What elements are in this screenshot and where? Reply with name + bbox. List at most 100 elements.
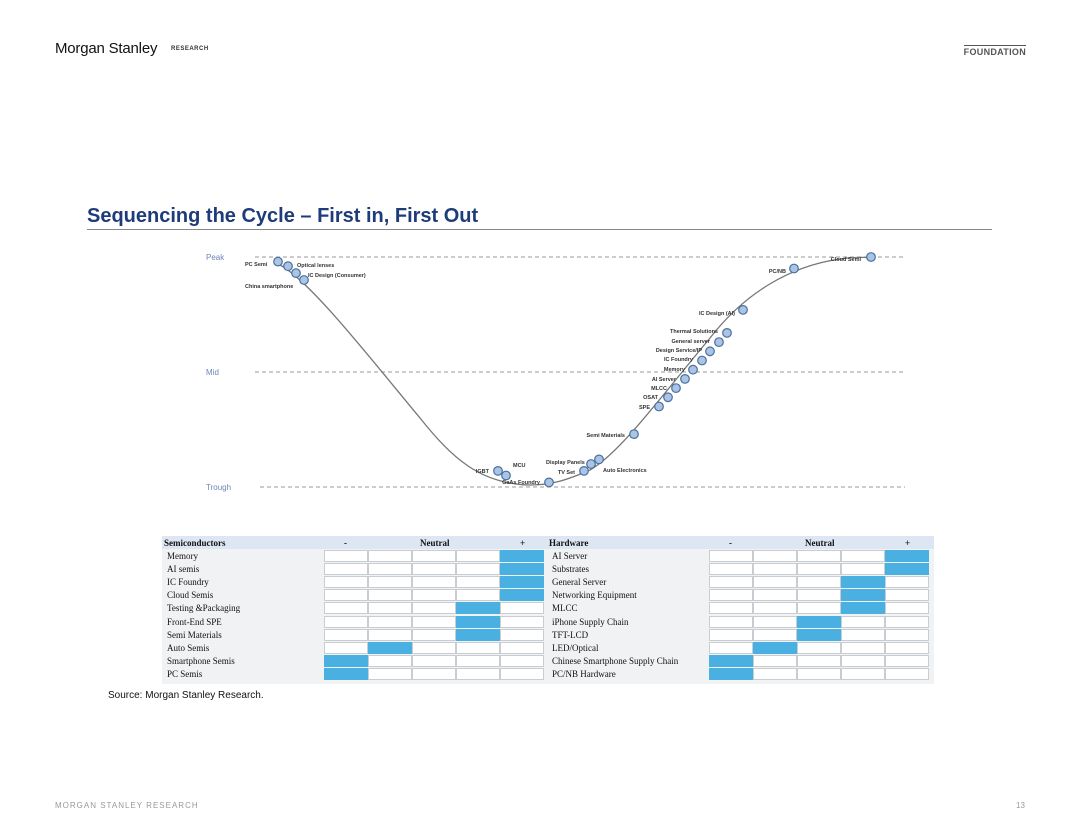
semiconductors-row-label: Cloud Semis (167, 590, 214, 601)
semiconductors-cell (324, 654, 368, 667)
point-label-pc-semi: PC Semi (245, 262, 268, 268)
semiconductors-cell (500, 550, 544, 562)
semiconductors-row-label: AI semis (167, 564, 200, 575)
semiconductors-row-label: PC Semis (167, 668, 203, 679)
point-label-display-panels: Display Panels (546, 460, 585, 466)
hardware-neutral-label: Neutral (805, 538, 835, 548)
semiconductors-cell (500, 654, 544, 667)
semiconductors-cell (412, 615, 456, 628)
semiconductors-cell (456, 641, 500, 654)
point-thermal-solutions (722, 327, 732, 338)
hardware-cell (797, 667, 841, 680)
hardware-row-label: Networking Equipment (552, 590, 637, 601)
hardware-row-label: iPhone Supply Chain (552, 616, 629, 627)
hardware-cell (885, 589, 929, 602)
semiconductors-cell (324, 550, 368, 562)
semiconductors-row-label: Smartphone Semis (167, 655, 235, 666)
point-auto-electronics (594, 454, 604, 465)
research-tag: RESEARCH (171, 46, 209, 52)
hardware-cell (753, 654, 797, 667)
point-label-osat: OSAT (643, 395, 659, 401)
hardware-cell (753, 628, 797, 641)
point-tv-set (579, 465, 589, 476)
level-label-peak: Peak (206, 253, 225, 262)
semiconductors-cell (368, 628, 412, 641)
hardware-row-label: Substrates (552, 564, 589, 575)
point-ic-design-consumer (291, 268, 301, 278)
hardware-cell (709, 550, 753, 562)
semiconductors-row-label: Auto Semis (167, 642, 210, 653)
hardware-cell (797, 563, 841, 576)
hardware-cell (885, 654, 929, 667)
point-label-ai-server: AI Server (652, 377, 677, 383)
semiconductors-cell (412, 667, 456, 680)
hardware-cell (753, 667, 797, 680)
cycle-chart: Trough Mid Peak PC Semi Optical lenses IC Des… (190, 248, 910, 498)
semiconductors-cell (368, 550, 412, 562)
hardware-cell (753, 641, 797, 654)
page-number: 13 (1016, 801, 1025, 810)
hardware-row-label: AI Server (552, 551, 588, 561)
semiconductors-cell (368, 615, 412, 628)
point-label-ic-design-ai: IC Design (AI) (699, 311, 735, 317)
hardware-cell (885, 667, 929, 680)
hardware-title: Hardware (549, 538, 589, 548)
semiconductors-cell (412, 589, 456, 602)
semiconductors-cell (500, 615, 544, 628)
hardware-cell (841, 589, 885, 602)
semiconductors-row-label: Semi Materials (167, 629, 222, 640)
hardware-cell (841, 641, 885, 654)
point-label-ic-foundry: IC Foundry (664, 357, 694, 363)
point-igbt (493, 465, 503, 476)
point-label-design-service-ip: Design Service/IP (656, 348, 702, 354)
hardware-cell (709, 615, 753, 628)
semiconductors-cell (412, 576, 456, 589)
semiconductors-cell (368, 602, 412, 615)
point-gaas-foundry (544, 477, 554, 488)
hardware-row-label: TFT-LCD (552, 629, 589, 640)
point-ai-server (680, 373, 690, 384)
semiconductors-cell (368, 589, 412, 602)
level-label-mid: Mid (206, 368, 219, 377)
semiconductors-cell (500, 602, 544, 615)
point-label-mcu: MCU (513, 463, 526, 469)
point-label-china-smartphone: China smartphone (245, 284, 293, 290)
point-label-cloud-semi: Cloud Semi (831, 257, 862, 263)
point-label-optical-lenses: Optical lenses (297, 263, 334, 269)
point-label-gaas-foundry: GaAs Foundry (502, 480, 541, 486)
hardware-cell (753, 602, 797, 615)
hardware-cell (885, 628, 929, 641)
semiconductors-cell (500, 563, 544, 576)
hardware-minus-label: - (729, 538, 732, 548)
point-pc-nb (789, 263, 799, 274)
semiconductors-cell (412, 550, 456, 562)
hardware-row-label: MLCC (552, 603, 578, 614)
point-label-spe: SPE (639, 405, 650, 411)
semiconductors-row-label: Memory (167, 551, 198, 561)
hardware-row-label: General Server (552, 577, 607, 588)
hardware-cell (885, 576, 929, 589)
hardware-cell (709, 589, 753, 602)
hardware-cell (885, 602, 929, 615)
hardware-cell (885, 563, 929, 576)
semiconductors-neutral-label: Neutral (420, 538, 450, 548)
hardware-cell (709, 602, 753, 615)
semiconductors-row-label: Testing &Packaging (167, 603, 241, 614)
cycle-chart-svg: Trough Mid Peak PC Semi Optical lenses IC Des… (206, 252, 905, 492)
point-label-semi-materials: Semi Materials (586, 433, 625, 439)
semiconductors-cell (500, 576, 544, 589)
foundation-label: FOUNDATION (963, 45, 1026, 57)
semiconductors-cell (368, 667, 412, 680)
semiconductors-cell (324, 615, 368, 628)
point-osat (663, 392, 673, 403)
semiconductors-cell (324, 576, 368, 589)
hardware-cell (797, 641, 841, 654)
point-label-thermal-solutions: Thermal Solutions (670, 329, 718, 335)
semiconductors-cell (456, 615, 500, 628)
hardware-row-label: LED/Optical (552, 642, 599, 653)
semiconductors-row-label: Front-End SPE (167, 616, 222, 627)
semiconductors-cell (368, 563, 412, 576)
semiconductors-cell (500, 589, 544, 602)
semiconductors-cell (324, 667, 368, 680)
hardware-cell (885, 550, 929, 562)
